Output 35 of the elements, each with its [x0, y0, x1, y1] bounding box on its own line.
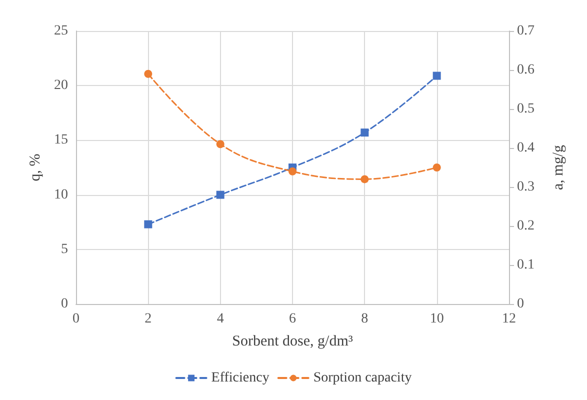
x-tick-label: 10 — [430, 312, 444, 326]
point — [432, 164, 441, 172]
point — [432, 72, 441, 80]
x-tick-label: 12 — [502, 312, 516, 326]
legend-label: Sorption capacity — [313, 370, 412, 386]
point — [360, 175, 369, 184]
y2-tick-label: 0.6 — [517, 62, 534, 78]
point — [144, 220, 152, 228]
y-axis-title: q, % — [28, 154, 44, 182]
y-tick-label: 20 — [54, 78, 68, 94]
point — [216, 190, 224, 199]
x-tick-label: 0 — [72, 312, 80, 326]
point — [144, 70, 152, 78]
point — [288, 167, 296, 176]
legend-label: Efficiency — [211, 370, 270, 386]
y2-tick-label: 0.5 — [517, 102, 534, 116]
y-tick-label: 0 — [61, 296, 68, 312]
y2-tick-label: 0.2 — [517, 218, 534, 234]
x-tick-label: 6 — [289, 312, 296, 326]
y-tick-label: 10 — [54, 187, 68, 202]
y2-tick-label: 0.4 — [517, 140, 534, 156]
y-tick-label: 5 — [61, 242, 68, 257]
y2-tick-label: 0.1 — [517, 258, 534, 272]
point — [216, 140, 224, 148]
x-tick-label: 8 — [361, 312, 368, 326]
y2-tick-label: 0.7 — [517, 24, 534, 38]
y2-axis-title: a, mg/g — [550, 144, 566, 190]
y-tick-label: 25 — [54, 24, 68, 38]
point — [360, 128, 369, 137]
x-tick-label: 4 — [216, 312, 224, 326]
y-tick-label: 15 — [54, 132, 68, 148]
y2-tick-label: 0.3 — [517, 180, 534, 194]
x-axis-title: Sorbent dose, g/dm³ — [232, 334, 354, 350]
x-tick-label: 2 — [144, 312, 152, 326]
y2-tick-label: 0 — [517, 296, 524, 312]
